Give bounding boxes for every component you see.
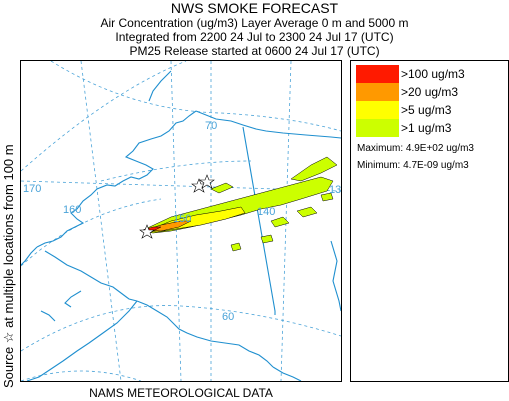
graticule-line — [170, 61, 182, 381]
concentration-subtitle: Air Concentration (ug/m3) Layer Average … — [100, 16, 409, 30]
legend-swatch-1 — [356, 119, 399, 137]
map-canvas: 70 60 170 160 150 140 130 — [21, 61, 341, 381]
data-source-footer: NAMS METEOROLOGICAL DATA — [89, 386, 273, 400]
plume-patch — [260, 234, 274, 244]
lon-140-label: 140 — [257, 206, 275, 218]
west-coast — [36, 110, 197, 248]
legend-label-1: >1 ug/m3 — [401, 121, 452, 135]
gulf-coast — [136, 300, 274, 368]
smoke-plume — [140, 156, 338, 252]
map-panel: 70 60 170 160 150 140 130 — [20, 60, 342, 382]
bc-coast — [330, 240, 341, 312]
legend-minimum: Minimum: 4.7E-09 ug/m3 — [357, 160, 469, 171]
plume-patch — [320, 192, 334, 202]
graticule-line — [100, 160, 252, 182]
plume-patch — [270, 216, 290, 228]
graticule-line — [21, 305, 341, 352]
graticule-line — [21, 61, 187, 172]
integration-period: Integrated from 2200 24 Jul to 2300 24 J… — [115, 30, 394, 44]
legend-swatch-5 — [356, 101, 399, 119]
graticule-line — [280, 61, 292, 381]
legend-label-100: >100 ug/m3 — [401, 67, 465, 81]
west-coast-tip — [21, 246, 38, 266]
lon-150-label: 150 — [173, 213, 191, 225]
legend-maximum: Maximum: 4.9E+02 ug/m3 — [357, 143, 474, 154]
forecast-title: NWS SMOKE FORECAST — [170, 0, 339, 16]
plume-patch — [230, 242, 242, 252]
lon-130-label: 130 — [329, 184, 341, 196]
panhandle — [272, 366, 302, 381]
source-label: Source ☆ at multiple locations from 100 … — [1, 144, 16, 388]
lat-60-label: 60 — [222, 311, 234, 323]
peninsula — [26, 300, 138, 381]
bristol-coast — [44, 250, 138, 302]
graticule-line — [50, 61, 341, 132]
lon-160-label: 160 — [63, 204, 81, 216]
chukotka-coast — [148, 70, 172, 102]
plume-patch — [290, 156, 338, 182]
graticule-line — [21, 198, 162, 267]
legend-panel: >100 ug/m3 >20 ug/m3 >5 ug/m3 >1 ug/m3 M… — [350, 60, 509, 382]
legend-label-20: >20 ug/m3 — [401, 85, 459, 99]
island — [40, 310, 56, 322]
coastline — [21, 70, 341, 381]
legend-swatch-100 — [356, 65, 399, 83]
source-star-icon — [199, 174, 215, 189]
legend-swatch-20 — [356, 83, 399, 101]
north-coast — [195, 110, 341, 139]
graticule-labels: 70 60 170 160 150 140 130 — [23, 120, 341, 323]
island — [64, 290, 82, 308]
source-markers — [139, 174, 215, 239]
plume-patch — [296, 206, 318, 218]
graticule-line — [21, 370, 142, 381]
lat-70-label: 70 — [205, 120, 217, 132]
lon-170-label: 170 — [23, 183, 41, 195]
source-star-icon — [139, 224, 155, 239]
legend-label-5: >5 ug/m3 — [401, 103, 452, 117]
us-canada-border — [242, 126, 276, 315]
release-start: PM25 Release started at 0600 24 Jul 17 (… — [129, 44, 380, 58]
plume-patch — [210, 182, 234, 194]
